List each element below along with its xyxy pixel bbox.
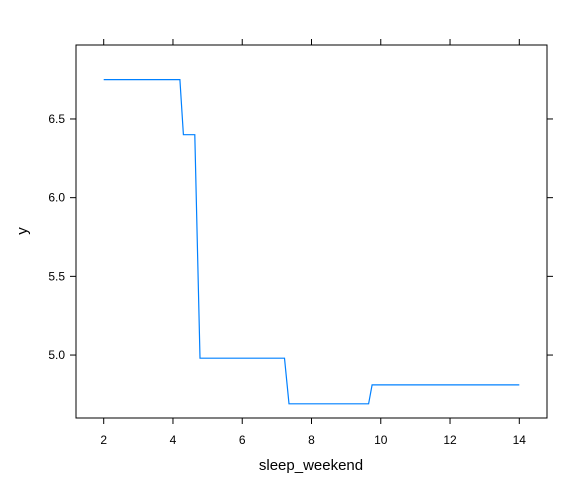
x-tick-label: 14	[513, 433, 527, 447]
ticks	[70, 39, 553, 424]
x-tick-label: 12	[443, 433, 457, 447]
y-tick-label: 6.5	[48, 112, 65, 126]
x-tick-label: 8	[308, 433, 315, 447]
x-tick-label: 6	[239, 433, 246, 447]
y-tick-label: 5.0	[48, 348, 65, 362]
x-tick-label: 4	[170, 433, 177, 447]
x-tick-label: 10	[374, 433, 388, 447]
y-tick-label: 5.5	[48, 269, 65, 283]
x-axis-title: sleep_weekend	[259, 457, 363, 474]
plot-frame	[75, 44, 548, 419]
tick-labels: 2 4 6 8 10 12 14 5.0 5.5 6.0 6.5	[48, 112, 526, 447]
y-axis-title: y	[14, 227, 31, 235]
series-line	[103, 79, 520, 405]
y-tick-label: 6.0	[48, 191, 65, 205]
x-tick-label: 2	[100, 433, 107, 447]
